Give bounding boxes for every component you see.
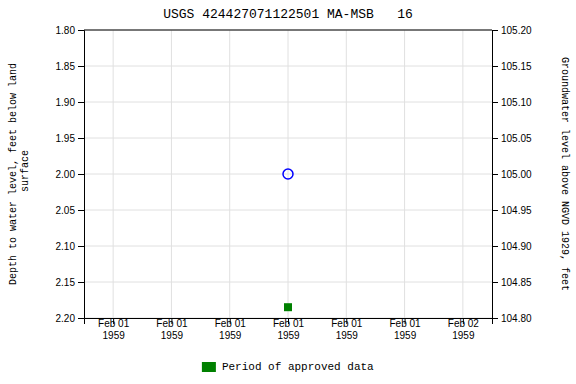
tick: 2.15 (56, 277, 84, 288)
tick-label: 104.85 (501, 277, 532, 288)
tick-mark (78, 318, 84, 319)
grid-line (346, 30, 347, 318)
tick-mark (492, 210, 498, 211)
tick-label: 1.85 (56, 61, 76, 72)
tick-mark (492, 318, 498, 319)
tick-mark (492, 102, 498, 103)
tick-label: 1.90 (56, 97, 76, 108)
series (284, 303, 292, 311)
tick: 1.90 (56, 97, 84, 108)
grid-line (404, 30, 405, 318)
grid-line (288, 30, 289, 318)
series (283, 169, 293, 179)
tick-label: 1.95 (56, 133, 76, 144)
tick: Feb 011959 (331, 318, 363, 341)
tick-label: 105.05 (501, 133, 532, 144)
tick-mark (492, 30, 498, 31)
legend: Period of approved data (202, 361, 374, 373)
tick: 105.15 (492, 61, 532, 72)
tick-label: 104.95 (501, 205, 532, 216)
tick-mark (492, 246, 498, 247)
tick-label: 2.10 (56, 241, 76, 252)
grid-line (113, 30, 114, 318)
chart: Feb 011959 Feb 011959 Feb 011959 Feb 011959… (0, 0, 576, 384)
tick-mark (492, 138, 498, 139)
tick-label: Feb 021959 (448, 318, 480, 341)
tick-mark (78, 246, 84, 247)
tick-label: 105.10 (501, 97, 532, 108)
axis-line (493, 31, 499, 319)
tick-mark (78, 210, 84, 211)
tick: Feb 011959 (156, 318, 188, 341)
frame (84, 30, 492, 31)
circle-point (283, 169, 293, 179)
y2-axis: 104.80 104.85 104.90 104.95 105.00 105.05 105.… (492, 25, 532, 324)
marks (283, 169, 293, 311)
tick: 104.90 (492, 241, 532, 252)
tick-label: Feb 011959 (215, 318, 247, 341)
tick: 1.80 (56, 25, 84, 36)
grid-line (84, 30, 492, 31)
square-point (284, 303, 292, 311)
title: USGS 424427071122501 MA-MSB 16 (163, 7, 413, 22)
tick: 2.10 (56, 241, 84, 252)
tick: 105.20 (492, 25, 532, 36)
grid (84, 30, 492, 318)
tick-label: Feb 011959 (331, 318, 363, 341)
y-axis-title: Depth to water level, feet below land su… (8, 63, 31, 285)
tick-label: 1.80 (56, 25, 76, 36)
tick-label: 105.15 (501, 61, 532, 72)
tick-label: 105.20 (501, 25, 532, 36)
axis-line (78, 31, 85, 319)
tick-label: Feb 011959 (273, 318, 305, 341)
tick-label: Feb 011959 (98, 318, 130, 341)
tick: 1.85 (56, 61, 84, 72)
tick-label: 2.15 (56, 277, 76, 288)
grid-line (171, 30, 172, 318)
tick-mark (78, 30, 84, 31)
y2-axis-title: Groundwater level above NGVD 1929, feet (559, 57, 570, 291)
tick-label: 2.00 (56, 169, 76, 180)
tick-label: 2.05 (56, 205, 76, 216)
tick: Feb 011959 (273, 318, 305, 341)
tick-mark (492, 66, 498, 67)
tick-mark (492, 174, 498, 175)
tick: Feb 021959 (448, 318, 480, 341)
tick: 105.05 (492, 133, 532, 144)
tick: Feb 011959 (98, 318, 130, 341)
legend-item: Period of approved data (202, 361, 374, 373)
tick-mark (78, 102, 84, 103)
tick-label: 105.00 (501, 169, 532, 180)
tick: 104.95 (492, 205, 532, 216)
tick-mark (78, 174, 84, 175)
tick: 105.10 (492, 97, 532, 108)
legend-swatch (202, 362, 216, 372)
x-axis: Feb 011959 Feb 011959 Feb 011959 Feb 011959… (85, 318, 493, 341)
tick-mark (78, 138, 84, 139)
tick-mark (78, 66, 84, 67)
tick: Feb 011959 (215, 318, 247, 341)
tick-label: Feb 011959 (390, 318, 422, 341)
tick: 2.00 (56, 169, 84, 180)
tick-label: 104.80 (501, 313, 532, 324)
tick-mark (78, 282, 84, 283)
tick-label: 2.20 (56, 313, 76, 324)
grid-line (462, 30, 463, 318)
y-axis: 1.80 1.85 1.90 1.95 2.00 2.05 2.10 2.15 2.20 (56, 25, 85, 324)
tick: 105.00 (492, 169, 532, 180)
tick: Feb 011959 (390, 318, 422, 341)
legend-label: Period of approved data (222, 361, 374, 373)
tick: 2.05 (56, 205, 84, 216)
grid-line (229, 30, 230, 318)
tick: 104.80 (492, 313, 532, 324)
tick-label: 104.90 (501, 241, 532, 252)
plot: Feb 011959 Feb 011959 Feb 011959 Feb 011959… (56, 25, 532, 341)
tick-mark (492, 282, 498, 283)
tick-label: Feb 011959 (156, 318, 188, 341)
tick: 104.85 (492, 277, 532, 288)
tick: 2.20 (56, 313, 84, 324)
tick: 1.95 (56, 133, 84, 144)
